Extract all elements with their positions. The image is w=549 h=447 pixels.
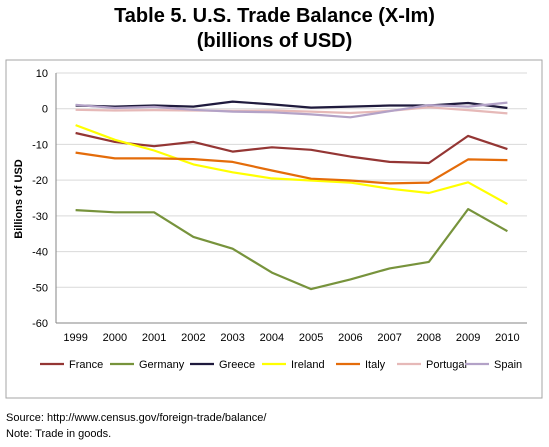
series-line-spain: [75, 101, 508, 119]
x-tick-label: 2000: [103, 332, 127, 344]
chart-title-line-1: Table 5. U.S. Trade Balance (X-Im): [114, 5, 435, 27]
y-tick-label: -10: [32, 139, 48, 151]
y-tick-label: 10: [36, 68, 48, 80]
legend-label: Greece: [219, 359, 255, 371]
legend-label: Portugal: [426, 359, 467, 371]
chart-title-line-2: (billions of USD): [196, 30, 353, 52]
series-line-france: [75, 131, 508, 165]
series-lines: [75, 100, 508, 291]
legend-label: Italy: [365, 359, 386, 371]
x-tick-label: 2010: [495, 332, 519, 344]
legend-label: Germany: [139, 359, 185, 371]
trade-note: Note: Trade in goods.: [6, 428, 112, 440]
legend-label: France: [69, 359, 103, 371]
series-line-italy: [75, 151, 508, 185]
series-line-germany: [75, 208, 508, 291]
x-tick-label: 2006: [338, 332, 362, 344]
y-axis-label: Billions of USD: [13, 159, 25, 239]
legend-label: Spain: [494, 359, 522, 371]
legend: France Germany Greece Ireland Italy Portugal S…: [40, 359, 522, 371]
x-axis-ticks: 1999 2000 2001 2002 2003 2004 2005 2006 2007 2008…: [63, 332, 519, 344]
y-tick-label: 0: [42, 104, 48, 116]
series-line-portugal: [75, 106, 508, 115]
y-tick-label: -60: [32, 318, 48, 330]
y-tick-label: -20: [32, 175, 48, 187]
legend-label: Ireland: [291, 359, 325, 371]
y-tick-label: -30: [32, 211, 48, 223]
x-tick-label: 2007: [377, 332, 401, 344]
line-chart: 10 0 -10 -20 -30 -40 -50 -60 1999 2000 2001 2002 20…: [5, 59, 543, 399]
series-line-ireland: [75, 124, 508, 206]
y-axis-ticks: 10 0 -10 -20 -30 -40 -50 -60: [32, 68, 48, 330]
x-tick-label: 2001: [142, 332, 166, 344]
x-tick-label: 2002: [181, 332, 205, 344]
y-tick-label: -40: [32, 247, 48, 259]
x-tick-label: 2003: [220, 332, 244, 344]
x-tick-label: 2009: [456, 332, 480, 344]
source-note: Source: http://www.census.gov/foreign-tr…: [6, 412, 267, 424]
x-tick-label: 2005: [299, 332, 323, 344]
x-tick-label: 2008: [417, 332, 441, 344]
x-tick-label: 1999: [63, 332, 87, 344]
y-tick-label: -50: [32, 282, 48, 294]
x-tick-label: 2004: [260, 332, 284, 344]
